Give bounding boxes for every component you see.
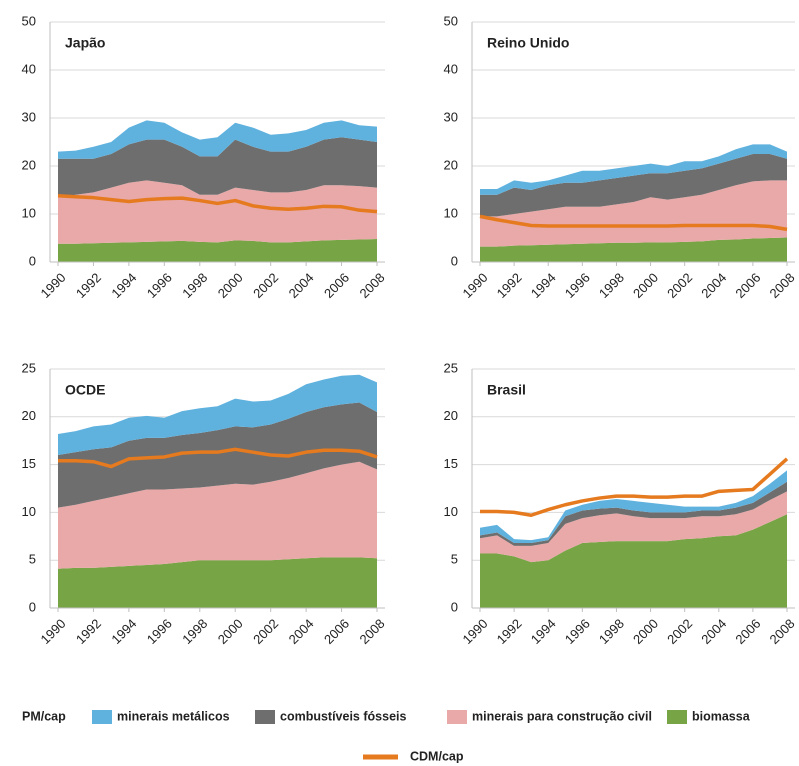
y-tick-label: 40 bbox=[22, 61, 36, 76]
x-tick-label: 1994 bbox=[108, 616, 139, 647]
panel-title: Brasil bbox=[487, 382, 526, 398]
x-tick-label: 1990 bbox=[459, 270, 490, 301]
x-tick-label: 1998 bbox=[596, 616, 627, 647]
area bbox=[480, 491, 787, 563]
panel-title: Reino Unido bbox=[487, 35, 569, 51]
legend-swatch bbox=[255, 710, 275, 724]
y-tick-label: 10 bbox=[444, 205, 458, 220]
x-tick-label: 2008 bbox=[356, 270, 387, 301]
area bbox=[58, 238, 377, 262]
area bbox=[58, 137, 377, 198]
y-tick-label: 5 bbox=[29, 552, 36, 567]
area bbox=[480, 514, 787, 608]
legend-swatch bbox=[92, 710, 112, 724]
x-tick-label: 2008 bbox=[766, 270, 797, 301]
area bbox=[480, 237, 787, 262]
x-tick-label: 1996 bbox=[562, 616, 593, 647]
y-tick-label: 30 bbox=[444, 109, 458, 124]
area bbox=[480, 481, 787, 546]
y-tick-label: 50 bbox=[22, 13, 36, 28]
x-tick-label: 1998 bbox=[596, 270, 627, 301]
x-tick-label: 1996 bbox=[562, 270, 593, 301]
x-tick-label: 2000 bbox=[630, 616, 661, 647]
y-tick-label: 5 bbox=[451, 552, 458, 567]
legend-label: minerais metálicos bbox=[117, 709, 230, 723]
line bbox=[58, 447, 378, 469]
y-tick-label: 25 bbox=[22, 360, 36, 375]
x-tick-label: 1992 bbox=[73, 270, 104, 301]
legend-label: CDM/cap bbox=[410, 749, 464, 763]
y-tick-label: 10 bbox=[444, 504, 458, 519]
y-tick-label: 40 bbox=[444, 61, 458, 76]
y-tick-label: 10 bbox=[22, 504, 36, 519]
y-tick-label: 20 bbox=[22, 408, 36, 423]
x-tick-label: 2006 bbox=[732, 270, 763, 301]
y-tick-label: 25 bbox=[444, 360, 458, 375]
x-tick-label: 2004 bbox=[698, 270, 729, 301]
x-tick-label: 1992 bbox=[73, 616, 104, 647]
x-tick-label: 2004 bbox=[698, 616, 729, 647]
area bbox=[58, 374, 377, 456]
y-tick-label: 20 bbox=[444, 157, 458, 172]
x-tick-label: 2002 bbox=[250, 270, 281, 301]
x-tick-label: 2000 bbox=[215, 270, 246, 301]
x-tick-label: 1994 bbox=[108, 270, 139, 301]
line bbox=[480, 457, 789, 518]
line bbox=[479, 214, 788, 232]
x-tick-label: 1996 bbox=[144, 270, 175, 301]
area bbox=[58, 461, 377, 569]
y-tick-label: 0 bbox=[451, 253, 458, 268]
x-tick-label: 2006 bbox=[321, 270, 352, 301]
x-tick-label: 1990 bbox=[459, 616, 490, 647]
y-tick-label: 10 bbox=[22, 205, 36, 220]
legend-swatch bbox=[447, 710, 467, 724]
x-tick-label: 2006 bbox=[732, 616, 763, 647]
y-tick-label: 15 bbox=[22, 456, 36, 471]
x-tick-label: 1994 bbox=[528, 270, 559, 301]
y-tick-label: 0 bbox=[29, 253, 36, 268]
x-tick-label: 1998 bbox=[179, 616, 210, 647]
legend-swatch bbox=[667, 710, 687, 724]
y-tick-label: 0 bbox=[451, 599, 458, 614]
legend-label: biomassa bbox=[692, 709, 751, 723]
x-tick-label: 1990 bbox=[37, 616, 68, 647]
x-tick-label: 1992 bbox=[494, 616, 525, 647]
x-tick-label: 1990 bbox=[37, 270, 68, 301]
area bbox=[58, 402, 377, 508]
area bbox=[480, 144, 787, 195]
area bbox=[58, 557, 377, 608]
x-tick-label: 2002 bbox=[250, 616, 281, 647]
x-tick-label: 2000 bbox=[630, 270, 661, 301]
x-tick-label: 2008 bbox=[356, 616, 387, 647]
y-tick-label: 20 bbox=[22, 157, 36, 172]
y-tick-label: 30 bbox=[22, 109, 36, 124]
area bbox=[480, 470, 787, 543]
legend-label: minerais para construção civil bbox=[472, 709, 652, 723]
line bbox=[57, 194, 378, 214]
area bbox=[480, 154, 787, 217]
area bbox=[480, 180, 787, 247]
x-tick-label: 2000 bbox=[215, 616, 246, 647]
legend-label: combustíveis fósseis bbox=[280, 709, 406, 723]
panel-title: Japão bbox=[65, 35, 105, 51]
x-tick-label: 2004 bbox=[286, 616, 317, 647]
y-tick-label: 20 bbox=[444, 408, 458, 423]
panel-title: OCDE bbox=[65, 382, 105, 398]
x-tick-label: 2002 bbox=[664, 616, 695, 647]
x-tick-label: 1992 bbox=[494, 270, 525, 301]
x-tick-label: 1994 bbox=[528, 616, 559, 647]
x-tick-label: 2004 bbox=[286, 270, 317, 301]
area bbox=[58, 180, 377, 244]
y-tick-label: 15 bbox=[444, 456, 458, 471]
x-tick-label: 2006 bbox=[321, 616, 352, 647]
y-tick-label: 0 bbox=[29, 599, 36, 614]
x-tick-label: 1998 bbox=[179, 270, 210, 301]
y-tick-label: 50 bbox=[444, 13, 458, 28]
legend-label: PM/cap bbox=[22, 709, 66, 723]
x-tick-label: 1996 bbox=[144, 616, 175, 647]
area bbox=[58, 120, 377, 159]
x-tick-label: 2008 bbox=[766, 616, 797, 647]
x-tick-label: 2002 bbox=[664, 270, 695, 301]
